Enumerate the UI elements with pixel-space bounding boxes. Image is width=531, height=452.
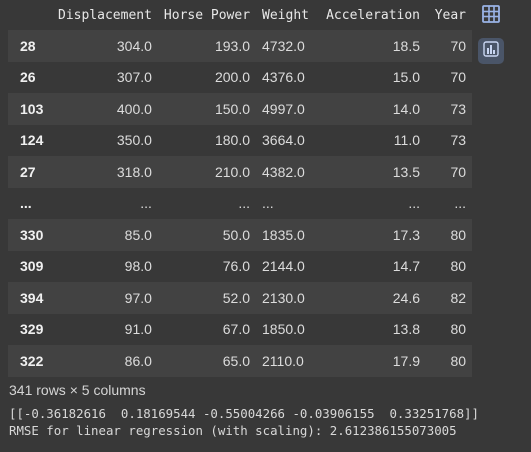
- row-index: 28: [20, 37, 36, 54]
- table-header: Displacement Horse Power Weight Accelera…: [8, 0, 473, 30]
- coefficients-line: [[-0.36182616 0.18169544 -0.55004266 -0.…: [9, 406, 479, 421]
- acceleration-cell: 17.9: [392, 352, 421, 369]
- weight-cell: ...: [262, 195, 274, 212]
- year-cell: 70: [450, 163, 467, 180]
- acceleration-cell: 13.8: [392, 321, 421, 338]
- stdout-output: [[-0.36182616 0.18169544 -0.55004266 -0.…: [9, 405, 479, 439]
- acceleration-cell: 14.0: [392, 100, 421, 117]
- table-row: 103 400.0 150.0 4997.0 14.0 73: [8, 93, 473, 125]
- weight-cell: 2130.0: [262, 289, 305, 306]
- displacement-cell: 86.0: [124, 352, 152, 369]
- displacement-cell: 304.0: [116, 37, 152, 54]
- displacement-cell: 350.0: [116, 132, 152, 149]
- column-header-weight: Weight: [256, 0, 317, 30]
- table-row: 26 307.0 200.0 4376.0 15.0 70: [8, 61, 473, 93]
- horse-power-cell: 67.0: [222, 321, 251, 338]
- acceleration-cell: 11.0: [393, 132, 421, 149]
- displacement-cell: ...: [140, 195, 152, 212]
- column-header-displacement: Displacement: [52, 0, 158, 30]
- year-cell: 82: [450, 289, 467, 306]
- year-cell: 80: [450, 352, 467, 369]
- displacement-cell: 307.0: [116, 69, 152, 86]
- acceleration-cell: ...: [408, 195, 421, 212]
- row-index: 27: [20, 163, 36, 180]
- displacement-cell: 98.0: [124, 258, 152, 275]
- horse-power-cell: 50.0: [222, 226, 251, 243]
- row-index: 124: [20, 132, 44, 149]
- weight-cell: 4732.0: [262, 37, 305, 54]
- horse-power-cell: 210.0: [214, 163, 251, 180]
- weight-cell: 4997.0: [262, 100, 305, 117]
- column-header-year: Year: [426, 0, 473, 30]
- displacement-cell: 400.0: [116, 100, 152, 117]
- column-header-index: [8, 0, 52, 30]
- row-index: 309: [20, 258, 44, 275]
- horse-power-cell: 76.0: [222, 258, 251, 275]
- row-index: 26: [20, 69, 36, 86]
- dataframe-shape-text: 341 rows × 5 columns: [9, 382, 146, 398]
- table-row: 28 304.0 193.0 4732.0 18.5 70: [8, 30, 473, 62]
- row-index: 330: [20, 226, 44, 243]
- displacement-cell: 318.0: [116, 163, 152, 180]
- weight-cell: 4382.0: [262, 163, 305, 180]
- year-cell: 70: [450, 69, 467, 86]
- horse-power-cell: ...: [238, 195, 251, 212]
- horse-power-cell: 200.0: [214, 69, 251, 86]
- table-row: ..................: [8, 187, 473, 219]
- displacement-cell: 97.0: [124, 289, 152, 306]
- weight-cell: 1835.0: [262, 226, 305, 243]
- row-index: 322: [20, 352, 44, 369]
- horse-power-cell: 52.0: [222, 289, 251, 306]
- table-row: 322 86.0 65.0 2110.0 17.9 80: [8, 345, 473, 377]
- weight-cell: 3664.0: [262, 132, 305, 149]
- weight-cell: 1850.0: [262, 321, 305, 338]
- acceleration-cell: 15.0: [392, 69, 421, 86]
- dataframe-table: Displacement Horse Power Weight Accelera…: [8, 0, 473, 377]
- rmse-line: RMSE for linear regression (with scaling…: [9, 423, 457, 438]
- year-cell: 73: [450, 100, 467, 117]
- header-row: Displacement Horse Power Weight Accelera…: [8, 0, 473, 30]
- row-index: ...: [20, 195, 32, 212]
- year-cell: ...: [454, 195, 467, 212]
- year-cell: 73: [450, 132, 467, 149]
- row-index: 329: [20, 321, 44, 338]
- table-row: 309 98.0 76.0 2144.0 14.7 80: [8, 250, 473, 282]
- year-cell: 70: [450, 37, 467, 54]
- weight-cell: 2144.0: [262, 258, 305, 275]
- year-cell: 80: [450, 321, 467, 338]
- convert-to-interactive-table-button[interactable]: [478, 3, 504, 29]
- table-row: 330 85.0 50.0 1835.0 17.3 80: [8, 219, 473, 251]
- bar-chart-icon: [482, 40, 500, 63]
- acceleration-cell: 17.3: [392, 226, 421, 243]
- horse-power-cell: 193.0: [214, 37, 251, 54]
- acceleration-cell: 13.5: [392, 163, 421, 180]
- weight-cell: 2110.0: [262, 352, 304, 369]
- column-header-acceleration: Acceleration: [316, 0, 427, 30]
- acceleration-cell: 14.7: [392, 258, 421, 275]
- horse-power-cell: 150.0: [214, 100, 251, 117]
- row-index: 394: [20, 289, 44, 306]
- table-row: 27 318.0 210.0 4382.0 13.5 70: [8, 156, 473, 188]
- year-cell: 80: [450, 226, 467, 243]
- displacement-cell: 85.0: [124, 226, 152, 243]
- table-row: 329 91.0 67.0 1850.0 13.8 80: [8, 313, 473, 345]
- horse-power-cell: 65.0: [222, 352, 251, 369]
- acceleration-cell: 24.6: [392, 289, 421, 306]
- year-cell: 80: [450, 258, 467, 275]
- horse-power-cell: 180.0: [214, 132, 251, 149]
- acceleration-cell: 18.5: [392, 37, 421, 54]
- table-icon: [481, 4, 501, 29]
- row-index: 103: [20, 100, 44, 117]
- table-row: 124 350.0 180.0 3664.0 11.0 73: [8, 124, 473, 156]
- suggest-charts-button[interactable]: [478, 38, 504, 64]
- weight-cell: 4376.0: [262, 69, 305, 86]
- table-body: 28 304.0 193.0 4732.0 18.5 70 26 307.0 200.0 4376…: [8, 30, 473, 377]
- displacement-cell: 91.0: [124, 321, 152, 338]
- column-header-horse-power: Horse Power: [157, 0, 257, 30]
- table-row: 394 97.0 52.0 2130.0 24.6 82: [8, 282, 473, 314]
